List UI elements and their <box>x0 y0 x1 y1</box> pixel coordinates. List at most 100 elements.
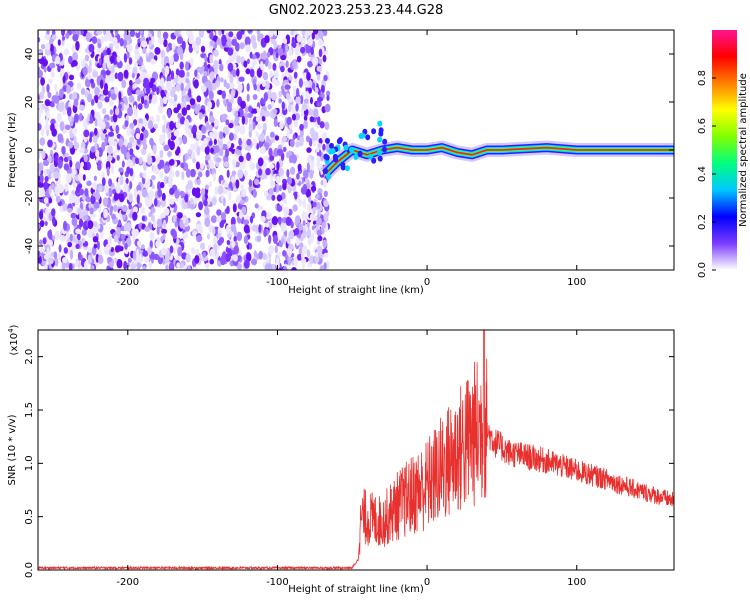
noise-cell <box>75 175 79 182</box>
noise-cell <box>263 110 270 117</box>
noise-cell <box>41 260 46 266</box>
noise-cell <box>217 239 223 246</box>
noise-cell <box>174 75 179 83</box>
noise-cell <box>231 38 237 47</box>
noise-cell <box>84 54 90 62</box>
noise-cell <box>208 116 215 123</box>
noise-cell <box>126 44 133 53</box>
noise-cell <box>94 127 98 136</box>
noise-cell <box>208 195 212 201</box>
noise-cell <box>179 190 185 197</box>
noise-cell <box>159 171 164 179</box>
noise-cell <box>221 218 227 224</box>
noise-cell <box>82 66 88 76</box>
noise-cell <box>268 245 274 255</box>
noise-cell <box>223 99 227 106</box>
noise-cell <box>243 60 248 68</box>
noise-cell <box>75 161 81 171</box>
noise-cell <box>256 30 261 35</box>
snr-x-tick-label: -200 <box>116 577 139 588</box>
signal-blob <box>371 128 377 135</box>
noise-cell <box>74 260 79 267</box>
noise-cell <box>61 30 65 37</box>
noise-cell <box>249 162 256 171</box>
noise-cell <box>207 104 211 113</box>
noise-cell <box>170 55 174 65</box>
noise-cell <box>260 173 266 180</box>
noise-cell <box>296 253 302 261</box>
noise-cell <box>151 94 158 105</box>
noise-cell <box>129 122 135 130</box>
noise-cell <box>107 236 113 246</box>
noise-cell <box>209 71 215 81</box>
signal-blob <box>360 132 366 139</box>
noise-cell <box>308 86 312 94</box>
noise-cell <box>231 240 236 249</box>
noise-cell <box>168 98 175 104</box>
noise-cell <box>118 138 124 147</box>
noise-cell <box>236 231 243 242</box>
noise-cell <box>126 52 130 59</box>
noise-cell <box>255 224 259 234</box>
noise-cell <box>295 95 301 106</box>
noise-cell <box>326 95 330 101</box>
noise-cell <box>38 36 41 43</box>
noise-cell <box>259 132 265 142</box>
noise-cell <box>89 132 93 140</box>
noise-cell <box>108 135 114 145</box>
noise-cell <box>255 84 261 92</box>
noise-cell <box>204 55 208 63</box>
noise-cell <box>263 161 267 168</box>
noise-cell <box>319 121 325 129</box>
noise-cell <box>87 229 93 239</box>
noise-cell <box>208 140 213 146</box>
noise-cell <box>124 64 131 71</box>
noise-cell <box>159 181 165 189</box>
noise-cell <box>233 230 238 237</box>
noise-cell <box>33 137 38 146</box>
noise-cell <box>264 263 271 270</box>
spectrogram-y-tick-label: 20 <box>24 96 35 109</box>
noise-cell <box>41 85 46 94</box>
signal-blob <box>324 158 330 165</box>
noise-cell <box>295 141 299 148</box>
noise-cell <box>314 194 320 199</box>
noise-cell <box>105 160 111 171</box>
noise-cell <box>285 216 292 226</box>
noise-cell <box>68 262 73 270</box>
noise-cell <box>301 251 305 261</box>
noise-cell <box>289 138 295 148</box>
noise-cell <box>144 226 151 232</box>
noise-cell <box>273 118 278 127</box>
noise-cell <box>108 178 113 187</box>
noise-cell <box>173 53 179 62</box>
noise-cell <box>316 65 323 72</box>
noise-cell <box>72 91 78 101</box>
noise-cell <box>249 68 255 78</box>
noise-cell <box>276 194 283 202</box>
noise-cell <box>84 260 88 270</box>
noise-cell <box>220 212 226 221</box>
noise-cell <box>75 243 80 249</box>
noise-cell <box>71 127 78 135</box>
noise-cell <box>317 30 324 39</box>
noise-cell <box>133 119 138 126</box>
noise-cell <box>54 84 58 91</box>
noise-cell <box>123 69 129 79</box>
noise-cell <box>116 55 121 63</box>
noise-cell <box>292 85 297 94</box>
noise-cell <box>319 58 323 65</box>
noise-cell <box>128 95 135 103</box>
noise-cell <box>240 184 244 191</box>
noise-cell <box>62 257 68 264</box>
noise-cell <box>238 76 245 82</box>
noise-cell <box>135 89 142 96</box>
signal-blob <box>336 138 342 145</box>
noise-cell <box>44 99 51 107</box>
signal-blob <box>368 153 374 160</box>
noise-cell <box>309 169 314 179</box>
noise-cell <box>160 49 166 60</box>
noise-cell <box>121 79 127 89</box>
noise-cell <box>317 96 323 102</box>
